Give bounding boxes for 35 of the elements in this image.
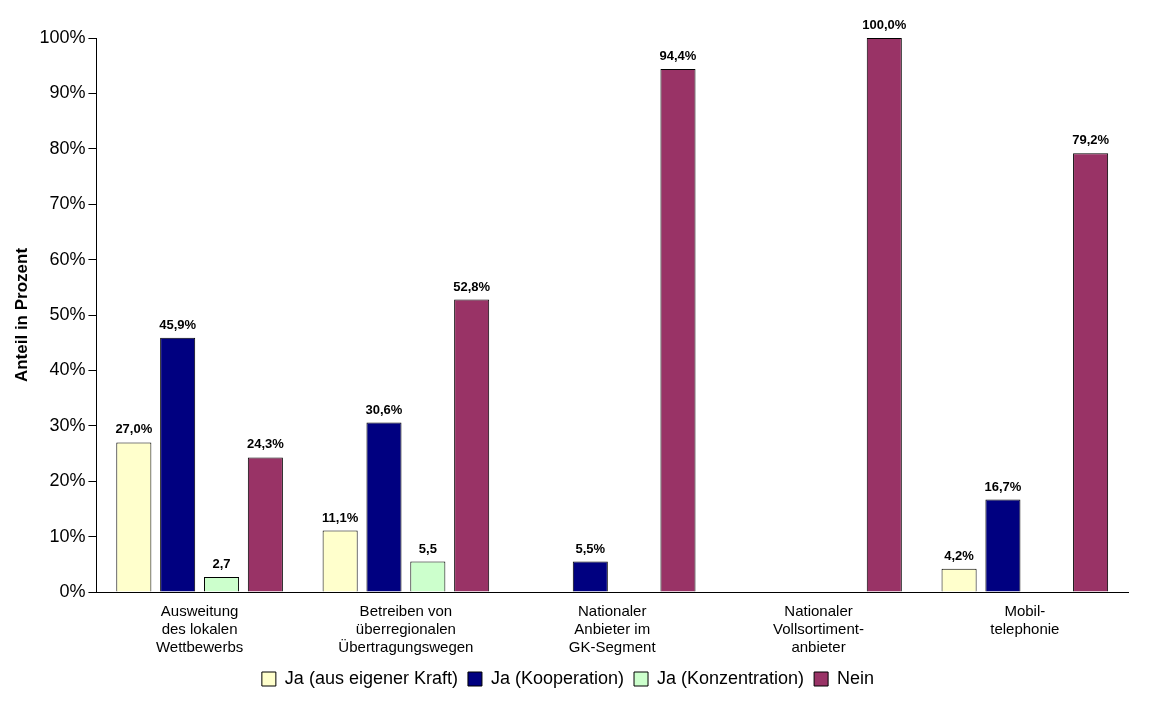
- y-tick-label: 30%: [49, 414, 86, 435]
- legend-label: Ja (Kooperation): [490, 667, 625, 688]
- data-label: 5,5%: [575, 540, 606, 556]
- data-label: 11,1%: [322, 509, 359, 525]
- y-tick-label: 10%: [49, 525, 86, 546]
- legend-label: Ja (aus eigener Kraft): [284, 667, 458, 688]
- y-tick-label: 100%: [39, 26, 86, 47]
- legend-label: Ja (Konzentration): [657, 667, 805, 688]
- data-label: 27,0%: [115, 421, 153, 437]
- data-label: 24,3%: [246, 436, 285, 452]
- data-label: 100,0%: [862, 17, 907, 33]
- y-tick-label: 40%: [49, 359, 86, 380]
- y-tick-label: 70%: [49, 193, 86, 214]
- x-tick-label: Nationaler Anbieter im GK-Segment: [568, 602, 657, 656]
- x-tick-label: Nationaler Vollsortiment- anbieter: [773, 602, 864, 656]
- data-label: 4,2%: [944, 547, 975, 563]
- y-tick-label: 20%: [49, 470, 86, 491]
- data-label: 30,6%: [365, 401, 403, 417]
- x-tick-label: Ausweitung des lokalen Wettbewerbs: [155, 602, 244, 656]
- data-label: 5,5: [418, 540, 437, 556]
- legend-label: Nein: [837, 667, 875, 688]
- y-axis-title: Anteil in Prozent: [11, 247, 31, 383]
- data-label: 45,9%: [159, 316, 197, 332]
- data-label: 16,7%: [984, 478, 1022, 494]
- y-tick-label: 50%: [49, 303, 86, 324]
- y-tick-label: 0%: [59, 580, 86, 601]
- x-tick-label: Mobil- telephonie: [990, 602, 1060, 638]
- x-tick-label: Betreiben von überregionalen Übertragungswegen: [338, 602, 474, 656]
- data-label: 2,7: [212, 556, 231, 572]
- data-label: 94,4%: [659, 48, 697, 64]
- y-tick-label: 60%: [49, 248, 86, 269]
- y-tick-label: 80%: [49, 137, 86, 158]
- data-label: 52,8%: [453, 278, 491, 294]
- y-tick-label: 90%: [49, 82, 86, 103]
- data-label: 79,2%: [1072, 132, 1110, 148]
